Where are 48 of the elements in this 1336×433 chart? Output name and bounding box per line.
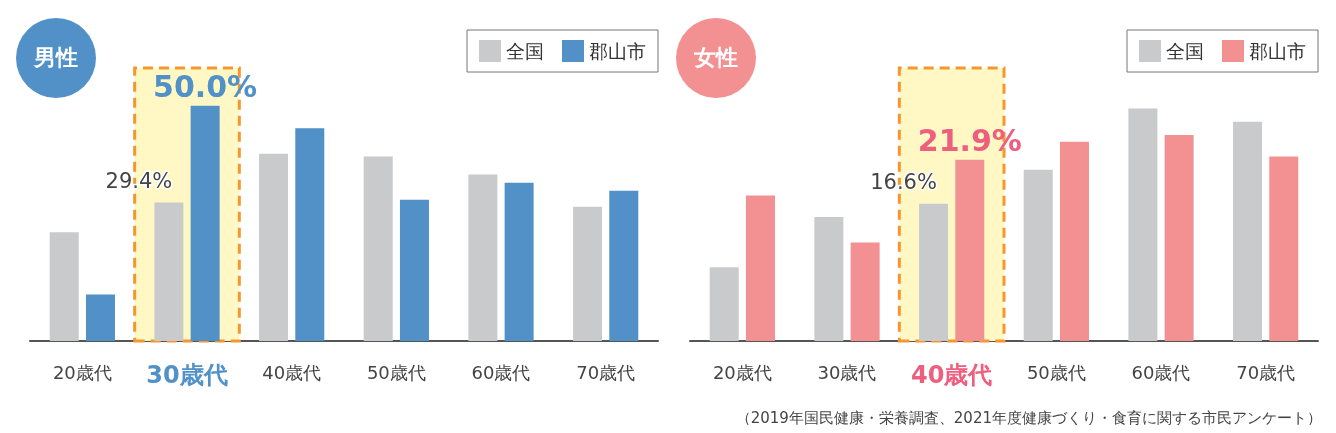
circle-badge: 男性 [16,18,96,98]
legend-label: 全国 [506,40,544,62]
x-tick-label: 20歳代 [712,361,772,383]
circle-badge: 女性 [676,18,756,98]
x-tick-label: 40歳代 [262,361,322,383]
x-tick-label: 50歳代 [366,361,426,383]
x-tick-label: 40歳代 [910,361,993,389]
data-label: 21.9% [917,123,1022,159]
x-tick-label: 30歳代 [146,361,228,389]
bar [295,128,325,341]
bar [573,206,603,341]
data-label: 29.4% [105,169,173,194]
x-tick-label: 70歳代 [576,361,636,383]
x-tick-label: 50歳代 [1026,361,1086,383]
bar [399,199,429,341]
x-tick-label: 30歳代 [817,361,877,383]
bar [1128,108,1158,341]
bar [709,267,739,341]
x-tick-label: 60歳代 [471,361,531,383]
x-tick-label: 60歳代 [1131,361,1191,383]
bar [190,105,220,341]
bar [468,174,498,341]
bar [745,195,775,341]
bar [1023,169,1053,341]
bar [609,190,639,341]
bar [259,153,289,341]
data-label: 50.0% [153,69,258,105]
bar [1164,135,1194,341]
x-tick-label: 20歳代 [52,361,112,383]
bar [955,159,985,341]
legend-label: 郡山市 [1249,40,1306,62]
chart-title: 男性 [34,44,78,72]
bar [814,216,844,341]
bar [1059,141,1089,341]
bar [919,203,949,341]
chart-title: 女性 [694,44,738,72]
text: （2019年国民健康・栄養調査、2021年度健康づくり・食育に関する市民アンケート） [735,408,1323,427]
bar [85,294,115,341]
bar [850,242,880,341]
bar [1269,156,1299,341]
legend-label: 全国 [1166,40,1204,62]
bar [363,156,393,341]
bar [154,202,184,341]
bar [504,182,534,341]
x-tick-label: 70歳代 [1236,361,1296,383]
legend-label: 郡山市 [589,40,646,62]
bar [49,232,79,341]
bar [1233,121,1263,341]
